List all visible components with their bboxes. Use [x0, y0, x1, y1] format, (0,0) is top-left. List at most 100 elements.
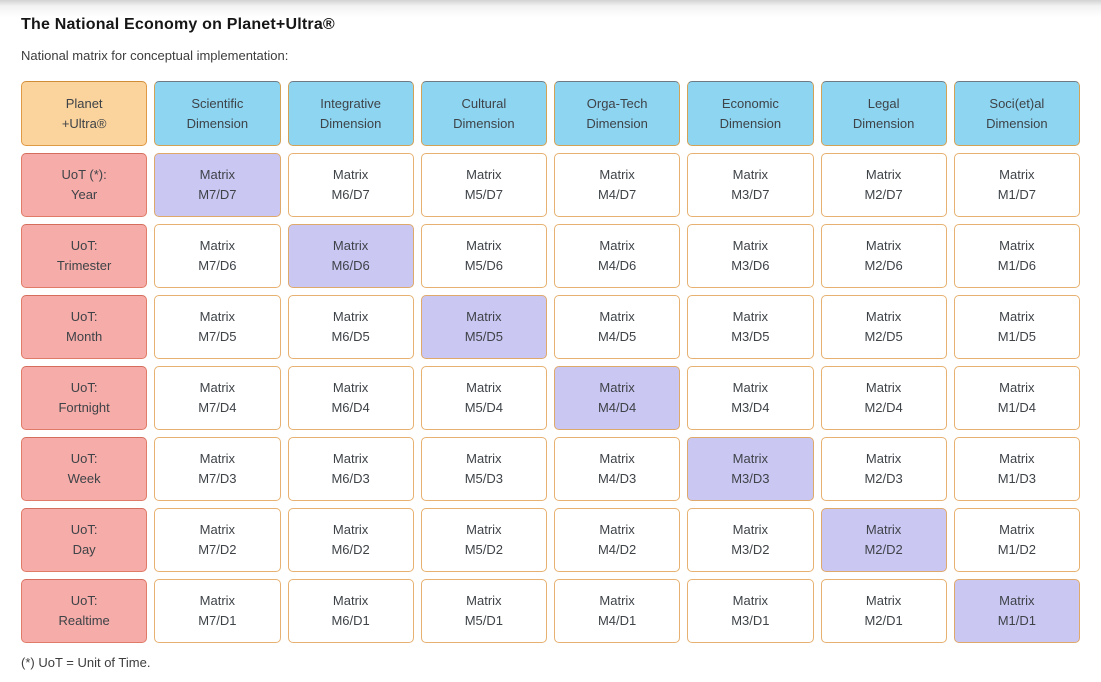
cell-label-line: Dimension: [852, 115, 915, 131]
cell-label-line: M3/D2: [731, 542, 770, 557]
cell-label-line: Matrix: [999, 309, 1035, 324]
dimension-header-economic[interactable]: Economic Dimension: [687, 81, 814, 146]
matrix-cell-m6-d4[interactable]: Matrix M6/D4: [287, 366, 414, 430]
matrix-cell-m4-d7[interactable]: Matrix M4/D7: [554, 153, 681, 217]
matrix-cell-m4-d3[interactable]: Matrix M4/D3: [554, 437, 681, 501]
matrix-cell-m7-d1[interactable]: Matrix M7/D1: [154, 579, 281, 643]
cell-label-line: M7/D4: [198, 400, 237, 415]
matrix-cell-m4-d2[interactable]: Matrix M4/D2: [554, 508, 681, 572]
matrix-cell-m1-d6[interactable]: Matrix M1/D6: [953, 224, 1080, 288]
matrix-cell-m4-d4[interactable]: Matrix M4/D4: [554, 366, 681, 430]
matrix-cell-m1-d5[interactable]: Matrix M1/D5: [953, 295, 1080, 359]
dimension-header-scientific[interactable]: Scientific Dimension: [154, 81, 281, 146]
matrix-cell-m3-d7[interactable]: Matrix M3/D7: [687, 153, 814, 217]
cell-label-line: UoT:: [70, 309, 98, 324]
matrix-cell-m1-d3[interactable]: Matrix M1/D3: [953, 437, 1080, 501]
uot-row-header-trimester[interactable]: UoT: Trimester: [21, 224, 148, 288]
matrix-cell-m7-d4[interactable]: Matrix M7/D4: [154, 366, 281, 430]
matrix-cell-m5-d3[interactable]: Matrix M5/D3: [420, 437, 547, 501]
matrix-cell-m2-d6[interactable]: Matrix M2/D6: [820, 224, 947, 288]
cell-label-line: Legal: [867, 95, 900, 111]
matrix-cell-m2-d3[interactable]: Matrix M2/D3: [820, 437, 947, 501]
cell-label-line: Matrix: [999, 167, 1035, 182]
uot-row-header-fortnight[interactable]: UoT: Fortnight: [21, 366, 148, 430]
dimension-header-soci-et-al[interactable]: Soci(et)al Dimension: [953, 81, 1080, 146]
cell-label-line: Planet: [65, 95, 103, 111]
cell-label-line: Matrix: [599, 522, 635, 537]
cell-label-line: Scientific: [191, 95, 244, 111]
cell-label-line: M4/D4: [597, 400, 637, 415]
cell-label-line: M7/D5: [198, 329, 237, 344]
matrix-cell-m1-d1[interactable]: Matrix M1/D1: [953, 579, 1080, 643]
matrix-cell-m5-d2[interactable]: Matrix M5/D2: [420, 508, 547, 572]
cell-label-line: Day: [72, 542, 96, 557]
matrix-cell-m6-d2[interactable]: Matrix M6/D2: [287, 508, 414, 572]
cell-label-line: M7/D3: [198, 471, 237, 486]
matrix-cell-m1-d4[interactable]: Matrix M1/D4: [953, 366, 1080, 430]
matrix-cell-m2-d5[interactable]: Matrix M2/D5: [820, 295, 947, 359]
matrix-cell-m5-d7[interactable]: Matrix M5/D7: [420, 153, 547, 217]
matrix-cell-m3-d2[interactable]: Matrix M3/D2: [687, 508, 814, 572]
planet-ultra-cell[interactable]: Planet +Ultra®: [21, 81, 148, 146]
cell-label-line: Matrix: [865, 309, 902, 324]
matrix-cell-m3-d6[interactable]: Matrix M3/D6: [687, 224, 814, 288]
cell-label-line: M1/D5: [997, 329, 1037, 344]
cell-label-line: Matrix: [466, 309, 502, 324]
matrix-cell-m6-d6[interactable]: Matrix M6/D6: [287, 224, 414, 288]
matrix-cell-m7-d5[interactable]: Matrix M7/D5: [154, 295, 281, 359]
cell-label-line: Matrix: [865, 451, 902, 466]
matrix-cell-m2-d2[interactable]: Matrix M2/D2: [820, 508, 947, 572]
matrix-cell-m7-d3[interactable]: Matrix M7/D3: [154, 437, 281, 501]
cell-label-line: Realtime: [58, 613, 110, 628]
cell-label-line: Matrix: [332, 380, 369, 395]
matrix-cell-m2-d1[interactable]: Matrix M2/D1: [820, 579, 947, 643]
matrix-cell-m5-d5[interactable]: Matrix M5/D5: [420, 295, 547, 359]
cell-label-line: Dimension: [719, 115, 782, 131]
matrix-cell-m6-d7[interactable]: Matrix M6/D7: [287, 153, 414, 217]
dimension-header-integrative[interactable]: Integrative Dimension: [287, 81, 414, 146]
matrix-cell-m5-d4[interactable]: Matrix M5/D4: [420, 366, 547, 430]
cell-label-line: M2/D3: [864, 471, 903, 486]
cell-label-line: M6/D3: [331, 471, 370, 486]
matrix-cell-m4-d6[interactable]: Matrix M4/D6: [554, 224, 681, 288]
matrix-cell-m7-d7[interactable]: Matrix M7/D7: [154, 153, 281, 217]
matrix-cell-m3-d1[interactable]: Matrix M3/D1: [687, 579, 814, 643]
matrix-cell-m6-d1[interactable]: Matrix M6/D1: [287, 579, 414, 643]
matrix-cell-m3-d4[interactable]: Matrix M3/D4: [687, 366, 814, 430]
dimension-header-cultural[interactable]: Cultural Dimension: [420, 81, 547, 146]
matrix-cell-m1-d7[interactable]: Matrix M1/D7: [953, 153, 1080, 217]
cell-label-line: M5/D1: [464, 613, 504, 628]
uot-row-header-month[interactable]: UoT: Month: [21, 295, 148, 359]
cell-label-line: Matrix: [199, 451, 236, 466]
matrix-cell-m2-d7[interactable]: Matrix M2/D7: [820, 153, 947, 217]
matrix-cell-m4-d1[interactable]: Matrix M4/D1: [554, 579, 681, 643]
matrix-cell-m6-d5[interactable]: Matrix M6/D5: [287, 295, 414, 359]
matrix-cell-m3-d5[interactable]: Matrix M3/D5: [687, 295, 814, 359]
matrix-cell-m2-d4[interactable]: Matrix M2/D4: [820, 366, 947, 430]
matrix-cell-m5-d6[interactable]: Matrix M5/D6: [420, 224, 547, 288]
cell-label-line: Matrix: [199, 309, 236, 324]
uot-row-header-day[interactable]: UoT: Day: [21, 508, 148, 572]
matrix-cell-m1-d2[interactable]: Matrix M1/D2: [953, 508, 1080, 572]
dimension-header-orga-tech[interactable]: Orga-Tech Dimension: [554, 81, 681, 146]
matrix-cell-m6-d3[interactable]: Matrix M6/D3: [287, 437, 414, 501]
cell-label-line: M1/D7: [997, 187, 1037, 202]
matrix-cell-m7-d6[interactable]: Matrix M7/D6: [154, 224, 281, 288]
cell-label-line: Cultural: [461, 95, 507, 111]
uot-row-header-realtime[interactable]: UoT: Realtime: [21, 579, 148, 643]
page-title: The National Economy on Planet+Ultra®: [21, 16, 335, 33]
cell-label-line: Matrix: [732, 522, 769, 537]
uot-row-header-week[interactable]: UoT: Week: [21, 437, 148, 501]
matrix-cell-m7-d2[interactable]: Matrix M7/D2: [154, 508, 281, 572]
cell-label-line: Matrix: [732, 380, 769, 395]
uot-row-header-year[interactable]: UoT (*): Year: [21, 153, 148, 217]
cell-label-line: Fortnight: [58, 400, 110, 415]
cell-label-line: Week: [67, 471, 101, 486]
dimension-header-legal[interactable]: Legal Dimension: [820, 81, 947, 146]
matrix-cell-m4-d5[interactable]: Matrix M4/D5: [554, 295, 681, 359]
cell-label-line: M5/D5: [464, 329, 504, 344]
cell-label-line: Dimension: [453, 115, 515, 131]
matrix-cell-m5-d1[interactable]: Matrix M5/D1: [420, 579, 547, 643]
matrix-cell-m3-d3[interactable]: Matrix M3/D3: [687, 437, 814, 501]
